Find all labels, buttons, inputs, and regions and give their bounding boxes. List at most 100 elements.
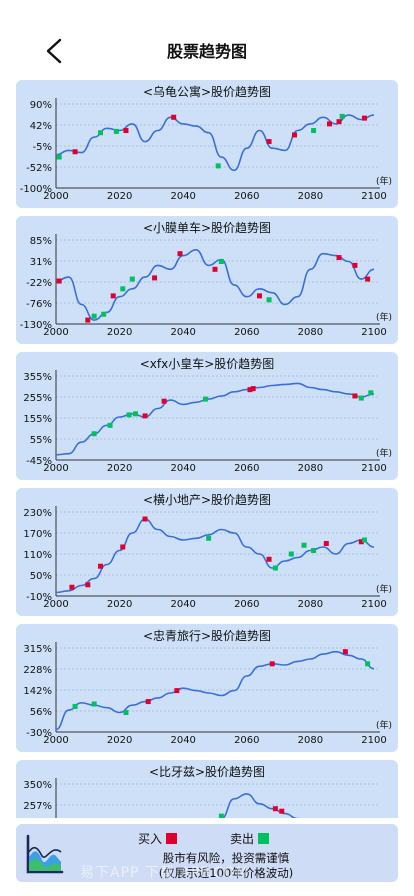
x-tick-label: 2080	[298, 735, 323, 746]
sell-marker	[113, 128, 119, 134]
sell-marker	[358, 395, 364, 401]
legend-buy-label: 买入	[138, 832, 163, 846]
buy-marker	[174, 688, 180, 694]
y-tick-label: -52%	[26, 163, 52, 174]
x-tick-label: 2020	[107, 599, 132, 610]
buy-marker	[69, 584, 75, 590]
buy-marker	[336, 255, 342, 261]
chart-title: <小膜单车>股价趋势图	[142, 221, 272, 235]
buy-marker	[85, 582, 91, 588]
sell-marker	[91, 313, 97, 319]
sell-marker	[288, 551, 294, 557]
buy-marker	[247, 387, 253, 393]
legend-buy: 买入	[138, 830, 178, 847]
sell-marker	[206, 535, 212, 541]
y-tick-label: 230%	[23, 508, 52, 519]
sell-marker	[215, 163, 221, 169]
x-tick-label: 2080	[298, 191, 323, 202]
sell-marker	[101, 311, 107, 317]
chart-title: <忠青旅行>股价趋势图	[142, 629, 272, 643]
sell-marker	[218, 258, 224, 264]
buy-marker	[352, 393, 358, 399]
x-unit-label: (年)	[376, 175, 392, 187]
stock-chart: 85% 31% -22% -76% -130%2000 2020 2040 2060 2080 2…	[20, 234, 392, 338]
sell-swatch	[258, 833, 270, 844]
y-tick-label: 55%	[30, 435, 52, 446]
buy-marker	[266, 556, 272, 562]
y-tick-label: -22%	[26, 278, 52, 289]
x-unit-label: (年)	[376, 311, 392, 323]
buy-marker	[110, 293, 116, 299]
price-line	[55, 650, 375, 731]
sell-marker	[266, 297, 272, 303]
sell-marker	[361, 537, 367, 543]
sell-marker	[129, 276, 135, 282]
stock-chart-card: 350% 257% <比牙兹>股价趋势图	[16, 760, 398, 818]
y-tick-label: 110%	[23, 550, 52, 561]
chart-title: <横小地产>股价趋势图	[142, 493, 272, 507]
stock-chart: 350% 257%	[23, 778, 380, 818]
x-tick-label: 2040	[170, 463, 195, 474]
x-tick-label: 2080	[298, 327, 323, 338]
y-tick-label: 31%	[30, 257, 52, 268]
buy-marker	[142, 516, 148, 522]
buy-marker	[56, 278, 62, 284]
x-tick-label: 2040	[170, 735, 195, 746]
buy-marker	[272, 806, 278, 812]
buy-marker	[342, 649, 348, 655]
y-tick-label: -45%	[26, 456, 52, 467]
y-tick-label: 255%	[23, 393, 52, 404]
y-tick-label: -30%	[26, 728, 52, 739]
legend-sell: 卖出	[230, 830, 270, 847]
sell-marker	[368, 390, 374, 396]
x-tick-label: 2060	[234, 599, 259, 610]
x-tick-label: 2000	[43, 191, 68, 202]
buy-marker	[352, 262, 358, 268]
x-tick-label: 2100	[361, 327, 386, 338]
sell-marker	[123, 710, 129, 716]
x-unit-label: (年)	[376, 719, 392, 731]
x-tick-label: 2020	[107, 191, 132, 202]
buy-marker	[123, 128, 129, 134]
stock-chart-card: 90% 42% -5% -52% -100% 2000 2020 2040 2060 2080 21…	[16, 80, 398, 208]
risk-notice: 股市有风险，投资需谨慎	[162, 851, 290, 865]
y-tick-label: 56%	[30, 707, 52, 718]
buy-marker	[292, 132, 297, 138]
y-tick-label: 142%	[23, 686, 52, 697]
chart-list[interactable]: 90% 42% -5% -52% -100% 2000 2020 2040 2060 2080 21…	[0, 78, 414, 818]
y-tick-label: 155%	[23, 414, 52, 425]
x-tick-label: 2040	[170, 599, 195, 610]
y-tick-label: 170%	[23, 529, 52, 540]
back-arrow-icon[interactable]	[40, 36, 70, 66]
buy-marker	[358, 539, 364, 545]
y-tick-label: 257%	[23, 801, 52, 812]
x-tick-label: 2060	[234, 327, 259, 338]
stock-chart: 355% 255% 155% 55% -45%2000 2020 2040 2060 2080 2…	[23, 370, 392, 474]
x-unit-label: (年)	[376, 583, 392, 595]
x-tick-label: 2020	[107, 463, 132, 474]
y-tick-label: 355%	[23, 372, 52, 383]
y-tick-label: 90%	[30, 100, 52, 111]
y-tick-label: 228%	[23, 665, 52, 676]
sell-marker	[365, 661, 371, 667]
buy-marker	[120, 544, 126, 550]
buy-marker	[279, 808, 285, 814]
buy-marker	[85, 317, 91, 323]
price-line	[55, 114, 375, 172]
x-tick-label: 2020	[107, 735, 132, 746]
buy-marker	[257, 293, 263, 299]
area-chart-logo-icon	[26, 834, 64, 874]
x-tick-label: 2100	[361, 463, 386, 474]
x-unit-label: (年)	[376, 447, 392, 459]
price-line	[55, 382, 375, 456]
sell-marker	[311, 548, 317, 553]
buy-marker	[161, 398, 167, 404]
stock-chart-card: 355% 255% 155% 55% -45% 2000 2020 2040 2060 2080 2…	[16, 352, 398, 480]
price-line	[55, 248, 375, 321]
sell-marker	[91, 701, 97, 707]
buy-marker	[72, 149, 78, 155]
stock-chart-card: 230% 170% 110% 50% -10% 2000 2020 2040 2060 2080 2…	[16, 488, 398, 616]
x-tick-label: 2020	[107, 327, 132, 338]
legend-sell-label: 卖出	[230, 832, 255, 846]
sell-marker	[56, 154, 62, 160]
